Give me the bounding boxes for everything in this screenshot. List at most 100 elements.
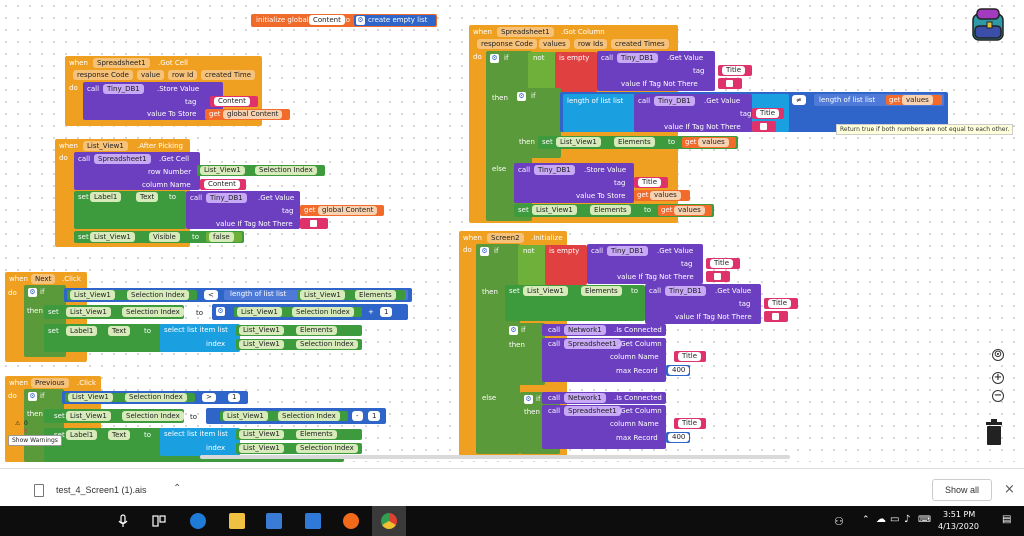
param-value[interactable]: value bbox=[137, 70, 165, 80]
is-empty-block[interactable]: is empty bbox=[555, 52, 597, 92]
tinydb-dropdown[interactable]: Tiny_DB1 bbox=[654, 96, 695, 106]
selection-index-getter[interactable]: List_View1 Selection Index bbox=[220, 411, 348, 421]
network-dropdown[interactable]: Network1 bbox=[564, 393, 606, 403]
property-dropdown[interactable]: Elements bbox=[614, 137, 655, 147]
get-value-call[interactable]: call Tiny_DB1 .Get Value tag value If Ta… bbox=[645, 284, 761, 324]
zoom-out-icon[interactable]: − bbox=[992, 390, 1004, 402]
tinydb-dropdown[interactable]: Tiny_DB1 bbox=[665, 286, 706, 296]
param-row-id[interactable]: row Id bbox=[168, 70, 198, 80]
set-label-text[interactable]: set Label1 Text to bbox=[44, 428, 164, 456]
show-warnings-button[interactable]: Show Warnings bbox=[8, 435, 62, 446]
set-selection-index[interactable]: set List_View1 Selection Index bbox=[44, 305, 184, 319]
tinydb-dropdown[interactable]: Tiny_DB1 bbox=[534, 165, 575, 175]
component-dropdown[interactable]: Label1 bbox=[90, 192, 122, 202]
get-global-block[interactable]: get global Content bbox=[205, 109, 290, 120]
not-block[interactable]: not bbox=[518, 245, 548, 285]
get-column-call[interactable]: call Spreadsheet1 .Get Column column Nam… bbox=[542, 405, 666, 449]
global-var-dropdown[interactable]: global Content bbox=[318, 206, 378, 215]
set-elements[interactable]: set List_View1 Elements to get values bbox=[538, 136, 738, 149]
empty-text-block[interactable] bbox=[752, 121, 776, 132]
text-value[interactable]: Content bbox=[204, 180, 240, 189]
var-dropdown[interactable]: values bbox=[698, 138, 729, 147]
property-dropdown[interactable]: Visible bbox=[149, 232, 180, 242]
get-value-call[interactable]: call Tiny_DB1 .Get Value tag value If Ta… bbox=[186, 191, 300, 229]
show-all-button[interactable]: Show all bbox=[932, 479, 992, 501]
var-dropdown[interactable]: values bbox=[674, 206, 705, 215]
chrome-icon[interactable] bbox=[381, 513, 397, 529]
trash-icon[interactable] bbox=[984, 418, 1004, 446]
text-value[interactable]: Title bbox=[768, 299, 792, 308]
text-value[interactable]: Title bbox=[710, 259, 734, 268]
microphone-icon[interactable] bbox=[117, 514, 129, 528]
component-dropdown[interactable]: List_View1 bbox=[68, 393, 113, 402]
get-values-block[interactable]: get values bbox=[658, 205, 712, 216]
mail-icon[interactable] bbox=[305, 513, 321, 529]
set-label-text[interactable]: set Label1 Text to bbox=[44, 324, 164, 352]
property-dropdown[interactable]: Elements bbox=[590, 205, 631, 215]
selection-index-getter[interactable]: List_View1 Selection Index bbox=[65, 393, 195, 402]
store-icon[interactable] bbox=[266, 513, 282, 529]
property-dropdown[interactable]: Text bbox=[108, 326, 131, 336]
horizontal-scrollbar[interactable] bbox=[200, 455, 790, 459]
false-block[interactable]: false bbox=[206, 232, 242, 242]
property-dropdown[interactable]: Selection Index bbox=[296, 340, 358, 349]
file-explorer-icon[interactable] bbox=[229, 513, 245, 529]
empty-text-field[interactable] bbox=[726, 80, 733, 87]
close-downloads-button[interactable]: × bbox=[1004, 482, 1015, 497]
component-dropdown[interactable]: List_View1 bbox=[239, 430, 284, 439]
property-dropdown[interactable]: Selection Index bbox=[127, 290, 189, 300]
property-dropdown[interactable]: Elements bbox=[296, 430, 337, 439]
number-block[interactable]: 400 bbox=[666, 365, 690, 376]
firefox-icon[interactable] bbox=[343, 513, 359, 529]
property-dropdown[interactable]: Elements bbox=[581, 286, 622, 296]
text-block[interactable]: Title bbox=[752, 108, 784, 119]
gear-icon[interactable]: ⚙ bbox=[509, 326, 518, 335]
property-dropdown[interactable]: Selection Index bbox=[255, 166, 317, 175]
get-value-call[interactable]: call Tiny_DB1 .Get Value tag value If Ta… bbox=[634, 94, 752, 132]
empty-text-field[interactable] bbox=[714, 273, 721, 280]
selection-index-getter[interactable]: List_View1 Selection Index bbox=[67, 290, 197, 300]
number-field[interactable]: 400 bbox=[668, 366, 690, 375]
component-dropdown[interactable]: Spreadsheet1 bbox=[93, 58, 150, 68]
text-value[interactable]: Title bbox=[756, 109, 780, 118]
network-dropdown[interactable]: Network1 bbox=[564, 325, 606, 335]
blocks-workspace[interactable]: initialize global Content to ⚙ create em… bbox=[0, 0, 1024, 462]
component-dropdown[interactable]: List_View1 bbox=[239, 326, 284, 335]
minus-operator[interactable]: - bbox=[352, 411, 363, 421]
gear-icon[interactable]: ⚙ bbox=[216, 307, 225, 316]
operator-dropdown[interactable]: > bbox=[202, 393, 216, 402]
text-block[interactable]: Title bbox=[634, 177, 668, 188]
component-dropdown[interactable]: List_View1 bbox=[300, 290, 345, 300]
number-field[interactable]: 1 bbox=[228, 393, 241, 402]
tinydb-dropdown[interactable]: Tiny_DB1 bbox=[206, 193, 247, 203]
component-dropdown[interactable]: Label1 bbox=[66, 326, 98, 336]
text-value[interactable]: Title bbox=[638, 178, 662, 187]
init-global-block[interactable]: initialize global Content to ⚙ create em… bbox=[251, 14, 437, 27]
gear-icon[interactable]: ⚙ bbox=[28, 288, 37, 297]
is-connected-call[interactable]: call Network1 .Is Connected bbox=[542, 324, 666, 336]
component-dropdown[interactable]: List_View1 bbox=[90, 232, 135, 242]
create-empty-list-block[interactable]: ⚙ create empty list bbox=[354, 15, 436, 26]
tinydb-dropdown[interactable]: Tiny_DB1 bbox=[617, 53, 658, 63]
component-dropdown[interactable]: Next bbox=[31, 274, 56, 284]
component-dropdown[interactable]: Screen2 bbox=[487, 233, 524, 243]
selection-index-getter[interactable]: List_View1 Selection Index bbox=[236, 339, 362, 350]
zoom-in-icon[interactable]: + bbox=[992, 372, 1004, 384]
component-dropdown[interactable]: List_View1 bbox=[239, 444, 284, 453]
property-dropdown[interactable]: Text bbox=[108, 430, 131, 440]
init-var-name[interactable]: Content bbox=[309, 15, 345, 25]
sheet-dropdown[interactable]: Spreadsheet1 bbox=[94, 154, 151, 164]
set-elements[interactable]: set List_View1 Elements to bbox=[505, 285, 645, 321]
text-value[interactable]: Content bbox=[214, 97, 250, 106]
component-dropdown[interactable]: Label1 bbox=[66, 430, 98, 440]
compare-block[interactable]: List_View1 Selection Index < length of l… bbox=[64, 288, 412, 302]
select-list-item[interactable]: select list item list index bbox=[160, 324, 240, 352]
get-value-call[interactable]: call Tiny_DB1 .Get Value tag value If Ta… bbox=[597, 51, 715, 91]
number-field[interactable]: 1 bbox=[380, 307, 393, 317]
sheet-dropdown[interactable]: Spreadsheet1 bbox=[564, 339, 621, 349]
component-dropdown[interactable]: List_View1 bbox=[66, 307, 111, 317]
component-dropdown[interactable]: List_View1 bbox=[532, 205, 577, 215]
text-block[interactable]: Title bbox=[718, 65, 752, 76]
subtract-block[interactable]: List_View1 Selection Index - 1 bbox=[206, 408, 386, 424]
param-created-times[interactable]: created Times bbox=[611, 39, 669, 49]
